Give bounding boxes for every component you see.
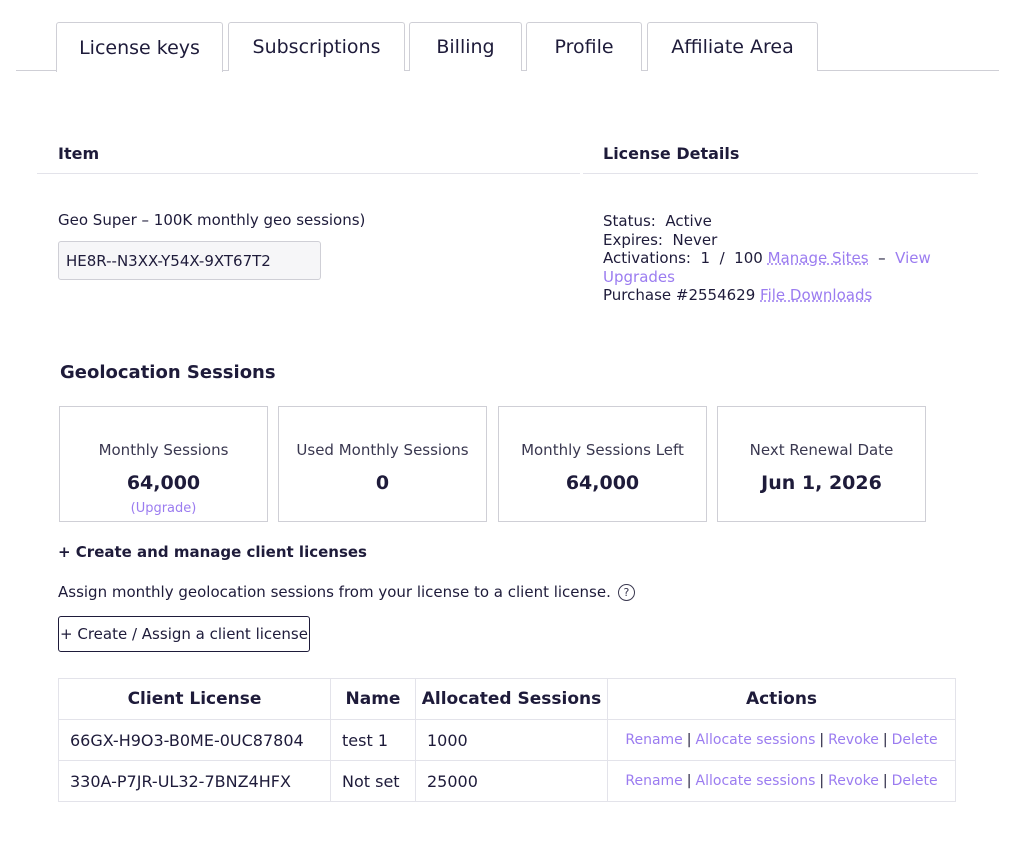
activations-value: 1 / 100 bbox=[700, 249, 763, 267]
separator: | bbox=[686, 732, 692, 748]
card-value: Jun 1, 2026 bbox=[761, 472, 882, 494]
renewal-date-card: Next Renewal Date Jun 1, 2026 bbox=[717, 406, 926, 522]
license-details: Status: Active Expires: Never Activation… bbox=[603, 212, 943, 305]
geolocation-sessions-title: Geolocation Sessions bbox=[60, 362, 276, 383]
card-value: 64,000 bbox=[565, 472, 640, 494]
separator: | bbox=[882, 773, 888, 789]
license-key-field[interactable]: HE8R--N3XX-Y54X-9XT67T2 bbox=[58, 241, 321, 280]
client-license-cell: 66GX-H9O3-B0ME-0UC87804 bbox=[58, 719, 331, 761]
file-downloads-link[interactable]: File Downloads bbox=[760, 286, 873, 304]
card-label: Used Monthly Sessions bbox=[296, 441, 469, 459]
actions-cell: Rename | Allocate sessions | Revoke | Delete bbox=[607, 760, 956, 802]
expires-line: Expires: Never bbox=[603, 231, 943, 250]
name-cell: Not set bbox=[330, 760, 416, 802]
purchase-line: Purchase #2554629 File Downloads bbox=[603, 286, 943, 305]
tab-subscriptions[interactable]: Subscriptions bbox=[228, 22, 405, 71]
activations-label: Activations: bbox=[603, 249, 691, 267]
actions-cell: Rename | Allocate sessions | Revoke | Delete bbox=[607, 719, 956, 761]
separator: | bbox=[819, 732, 825, 748]
name-cell: test 1 bbox=[330, 719, 416, 761]
card-label: Monthly Sessions bbox=[98, 441, 229, 459]
manage-sites-link[interactable]: Manage Sites bbox=[767, 249, 869, 267]
assign-text: Assign monthly geolocation sessions from… bbox=[58, 583, 611, 601]
upgrade-link[interactable]: (Upgrade) bbox=[130, 501, 197, 516]
table-row: 330A-P7JR-UL32-7BNZ4HFX Not set 25000 Re… bbox=[58, 760, 956, 802]
create-client-licenses-toggle[interactable]: + Create and manage client licenses bbox=[58, 543, 367, 561]
license-details-header: License Details bbox=[603, 144, 740, 163]
delete-link[interactable]: Delete bbox=[891, 773, 938, 789]
expires-label: Expires: bbox=[603, 230, 663, 249]
monthly-sessions-card: Monthly Sessions 64,000 (Upgrade) bbox=[59, 406, 268, 522]
tab-affiliate-area[interactable]: Affiliate Area bbox=[647, 22, 818, 71]
table-row: 66GX-H9O3-B0ME-0UC87804 test 1 1000 Rena… bbox=[58, 719, 956, 761]
product-name: Geo Super – 100K monthly geo sessions) bbox=[58, 211, 366, 229]
help-icon[interactable]: ? bbox=[617, 583, 635, 601]
separator: | bbox=[882, 732, 888, 748]
card-value: 0 bbox=[375, 472, 390, 494]
allocated-cell: 1000 bbox=[415, 719, 608, 761]
allocate-sessions-link[interactable]: Allocate sessions bbox=[695, 732, 816, 748]
revoke-link[interactable]: Revoke bbox=[828, 732, 879, 748]
col-actions: Actions bbox=[607, 678, 956, 720]
activations-line: Activations: 1 / 100 Manage Sites – View… bbox=[603, 249, 943, 286]
assign-description: Assign monthly geolocation sessions from… bbox=[58, 583, 635, 601]
rename-link[interactable]: Rename bbox=[625, 732, 683, 748]
card-value: 64,000 bbox=[126, 472, 201, 494]
separator: | bbox=[819, 773, 825, 789]
tab-license-keys[interactable]: License keys bbox=[56, 22, 223, 72]
purchase-number: Purchase #2554629 bbox=[603, 286, 756, 304]
rename-link[interactable]: Rename bbox=[625, 773, 683, 789]
tab-profile[interactable]: Profile bbox=[526, 22, 642, 71]
status-label: Status: bbox=[603, 212, 656, 230]
delete-link[interactable]: Delete bbox=[891, 732, 938, 748]
item-header-divider bbox=[37, 173, 580, 174]
col-client-license: Client License bbox=[58, 678, 331, 720]
col-name: Name bbox=[330, 678, 416, 720]
tab-bar: License keys Subscriptions Billing Profi… bbox=[16, 22, 999, 72]
item-header: Item bbox=[58, 144, 100, 163]
allocated-cell: 25000 bbox=[415, 760, 608, 802]
used-sessions-card: Used Monthly Sessions 0 bbox=[278, 406, 487, 522]
status-line: Status: Active bbox=[603, 212, 943, 231]
details-header-divider bbox=[583, 173, 978, 174]
col-allocated-sessions: Allocated Sessions bbox=[415, 678, 608, 720]
client-license-cell: 330A-P7JR-UL32-7BNZ4HFX bbox=[58, 760, 331, 802]
card-label: Monthly Sessions Left bbox=[521, 441, 684, 459]
view-upgrades-link[interactable]: View Upgrades bbox=[603, 249, 931, 286]
card-label: Next Renewal Date bbox=[749, 441, 894, 459]
table-header-row: Client License Name Allocated Sessions A… bbox=[58, 678, 956, 720]
allocate-sessions-link[interactable]: Allocate sessions bbox=[695, 773, 816, 789]
client-licenses-table: Client License Name Allocated Sessions A… bbox=[58, 678, 956, 802]
expires-value: Never bbox=[672, 230, 718, 249]
tab-billing[interactable]: Billing bbox=[409, 22, 522, 71]
dash-separator: – bbox=[878, 249, 886, 267]
separator: | bbox=[686, 773, 692, 789]
revoke-link[interactable]: Revoke bbox=[828, 773, 879, 789]
create-client-license-button[interactable]: + Create / Assign a client license bbox=[58, 616, 310, 652]
sessions-left-card: Monthly Sessions Left 64,000 bbox=[498, 406, 707, 522]
status-value: Active bbox=[665, 212, 712, 230]
